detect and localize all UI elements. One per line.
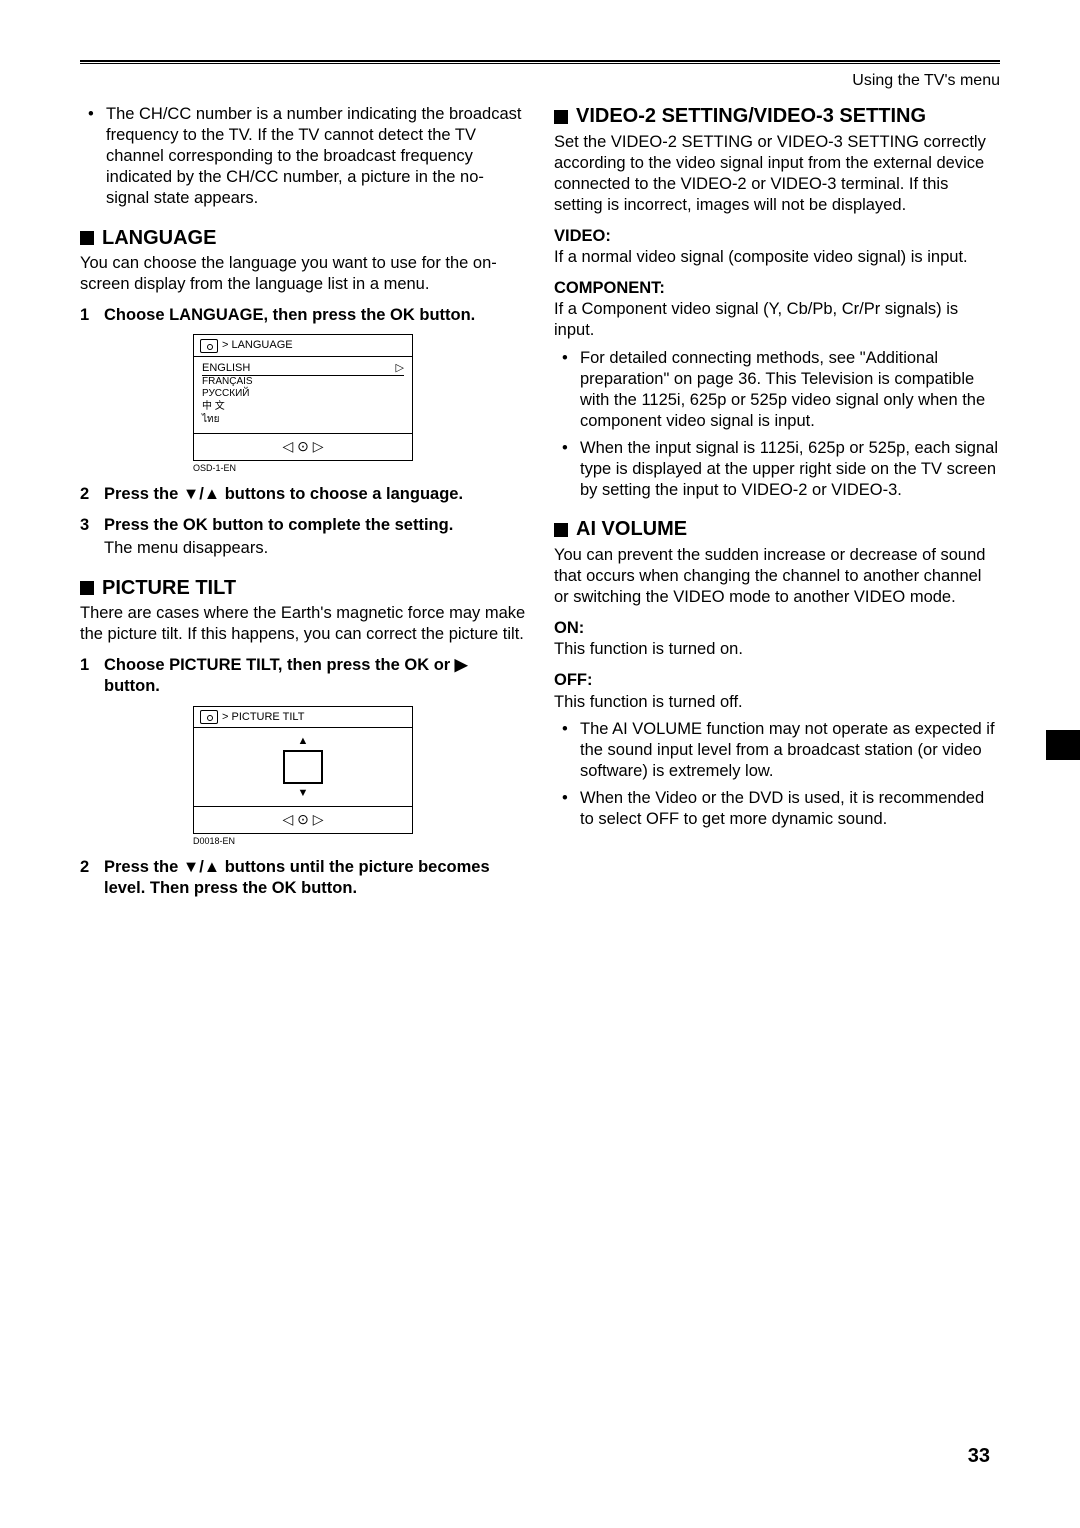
side-tab (1046, 730, 1080, 760)
step-text: Press the OK button to complete the sett… (104, 515, 453, 536)
menu-control-row: ◁ ⊙ ▷ (194, 806, 412, 833)
ai-bullet-2: When the Video or the DVD is used, it is… (580, 788, 1000, 830)
menu-item: FRANÇAIS (202, 376, 404, 389)
video-bullets: For detailed connecting methods, see "Ad… (554, 348, 1000, 502)
language-step-1: 1 Choose LANGUAGE, then press the OK but… (80, 305, 526, 326)
video-body: If a normal video signal (composite vide… (554, 247, 1000, 268)
video-label: VIDEO: (554, 226, 1000, 247)
off-label: OFF: (554, 670, 1000, 691)
heading-text: AI VOLUME (576, 517, 687, 543)
tilt-intro: There are cases where the Earth's magnet… (80, 603, 526, 645)
language-step-3: 3 Press the OK button to complete the se… (80, 515, 526, 536)
right-column: VIDEO-2 SETTING/VIDEO-3 SETTING Set the … (554, 104, 1000, 899)
off-body: This function is turned off. (554, 692, 1000, 713)
menu-body: ENGLISH ▷ FRANÇAIS РУССКИЙ 中 文 ไทย (194, 357, 412, 433)
menu-title-bar: > LANGUAGE (194, 335, 412, 356)
menu-caption: OSD-1-EN (193, 463, 526, 475)
ai-intro: You can prevent the sudden increase or d… (554, 545, 1000, 608)
tilt-menu: > PICTURE TILT ▲ ▼ ◁ ⊙ ▷ (193, 706, 413, 834)
step-text: Choose LANGUAGE, then press the OK butto… (104, 305, 475, 326)
up-arrow-icon: ▲ (298, 734, 309, 748)
heading-text: PICTURE TILT (102, 576, 236, 602)
step-number: 1 (80, 655, 94, 697)
step-number: 2 (80, 484, 94, 505)
language-intro: You can choose the language you want to … (80, 253, 526, 295)
menu-item: ไทย (202, 414, 404, 427)
tilt-step-2: 2 Press the ▼/▲ buttons until the pictur… (80, 857, 526, 899)
menu-selected-row: ENGLISH ▷ (202, 361, 404, 376)
component-body: If a Component video signal (Y, Cb/Pb, C… (554, 299, 1000, 341)
step-number: 2 (80, 857, 94, 899)
menu-control-row: ◁ ⊙ ▷ (194, 433, 412, 460)
menu-item: РУССКИЙ (202, 388, 404, 401)
video-bullet-1: For detailed connecting methods, see "Ad… (580, 348, 1000, 432)
language-menu: > LANGUAGE ENGLISH ▷ FRANÇAIS РУССКИЙ 中 … (193, 334, 413, 460)
on-body: This function is turned on. (554, 639, 1000, 660)
control-glyph-icon: ◁ ⊙ ▷ (282, 811, 323, 829)
language-step3-note: The menu disappears. (104, 538, 526, 559)
component-label: COMPONENT: (554, 278, 1000, 299)
heading-text: VIDEO-2 SETTING/VIDEO-3 SETTING (576, 104, 926, 130)
menu-icon (200, 339, 218, 353)
control-glyph-icon: ◁ ⊙ ▷ (282, 438, 323, 456)
step-number: 3 (80, 515, 94, 536)
tilt-step-1: 1 Choose PICTURE TILT, then press the OK… (80, 655, 526, 697)
menu-title-text: > PICTURE TILT (222, 710, 304, 724)
step-number: 1 (80, 305, 94, 326)
intro-bullet: The CH/CC number is a number indicating … (106, 104, 526, 210)
step-text: Choose PICTURE TILT, then press the OK o… (104, 655, 526, 697)
video-bullet-2: When the input signal is 1125i, 625p or … (580, 438, 1000, 501)
menu-right-arrow-icon: ▷ (396, 361, 404, 375)
tilt-heading: PICTURE TILT (80, 576, 526, 602)
header-rule (80, 60, 1000, 64)
intro-bullet-list: The CH/CC number is a number indicating … (80, 104, 526, 210)
step-text: Press the ▼/▲ buttons to choose a langua… (104, 484, 463, 505)
menu-caption: D0018-EN (193, 836, 526, 848)
video-intro: Set the VIDEO-2 SETTING or VIDEO-3 SETTI… (554, 132, 1000, 216)
menu-title-bar: > PICTURE TILT (194, 707, 412, 728)
step-text: Press the ▼/▲ buttons until the picture … (104, 857, 526, 899)
ai-bullet-1: The AI VOLUME function may not operate a… (580, 719, 1000, 782)
menu-icon (200, 710, 218, 724)
menu-selected-text: ENGLISH (202, 361, 250, 375)
ai-bullets: The AI VOLUME function may not operate a… (554, 719, 1000, 831)
ai-heading: AI VOLUME (554, 517, 1000, 543)
menu-title-text: > LANGUAGE (222, 338, 293, 352)
language-step-2: 2 Press the ▼/▲ buttons to choose a lang… (80, 484, 526, 505)
tilt-menu-body: ▲ ▼ (194, 728, 412, 806)
content-columns: The CH/CC number is a number indicating … (80, 104, 1000, 899)
on-label: ON: (554, 618, 1000, 639)
menu-item: 中 文 (202, 401, 404, 414)
tilt-square-icon (283, 750, 323, 784)
heading-text: LANGUAGE (102, 226, 216, 252)
left-column: The CH/CC number is a number indicating … (80, 104, 526, 899)
video-heading: VIDEO-2 SETTING/VIDEO-3 SETTING (554, 104, 1000, 130)
down-arrow-icon: ▼ (298, 786, 309, 800)
language-heading: LANGUAGE (80, 226, 526, 252)
page-context: Using the TV's menu (80, 72, 1000, 90)
page-number: 33 (968, 1445, 990, 1468)
